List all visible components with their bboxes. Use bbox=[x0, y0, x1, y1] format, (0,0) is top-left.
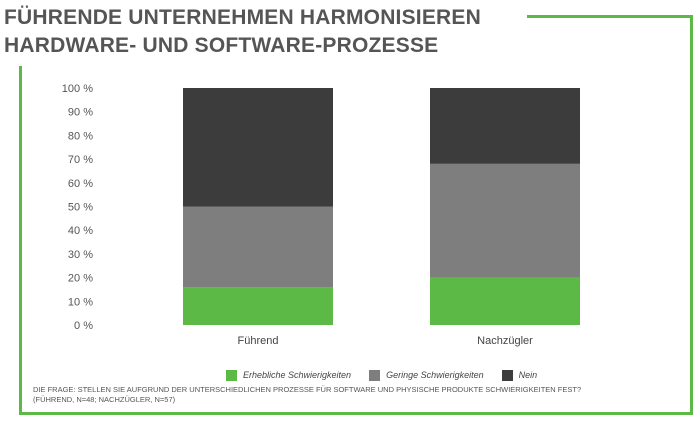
x-category-label: Führend bbox=[238, 335, 279, 347]
y-tick-label: 0 % bbox=[74, 320, 93, 332]
chart-title-line-1: FÜHRENDE UNTERNEHMEN HARMONISIEREN bbox=[4, 6, 481, 29]
legend-item-geringe: Geringe Schwierigkeiten bbox=[369, 369, 484, 381]
bar-segment bbox=[183, 206, 333, 288]
y-tick-label: 60 % bbox=[68, 178, 93, 190]
y-tick-label: 90 % bbox=[68, 107, 93, 119]
legend-label-erhebliche: Erhebliche Schwierigkeiten bbox=[243, 370, 352, 380]
bar-segment bbox=[183, 88, 333, 207]
y-tick-label: 10 % bbox=[68, 296, 93, 308]
y-tick-label: 100 % bbox=[62, 83, 93, 95]
bar-segment bbox=[430, 163, 580, 278]
legend-swatch-nein bbox=[501, 369, 513, 381]
legend-swatch-geringe bbox=[369, 369, 381, 381]
chart-legend: Erhebliche Schwierigkeiten Geringe Schwi… bbox=[226, 368, 555, 382]
frame-border-top bbox=[527, 15, 693, 18]
y-tick-label: 40 % bbox=[68, 225, 93, 237]
legend-item-nein: Nein bbox=[501, 369, 538, 381]
frame-border-right bbox=[690, 15, 693, 415]
frame-border-bottom bbox=[19, 412, 693, 415]
y-tick-label: 20 % bbox=[68, 273, 93, 285]
legend-swatch-erhebliche bbox=[226, 369, 237, 381]
legend-label-nein: Nein bbox=[518, 370, 538, 380]
chart-title-line-2: HARDWARE- UND SOFTWARE-PROZESSE bbox=[4, 34, 439, 57]
chart-title: FÜHRENDE UNTERNEHMEN HARMONISIEREN HARDW… bbox=[4, 4, 481, 60]
legend-item-erhebliche: Erhebliche Schwierigkeiten bbox=[226, 369, 352, 381]
x-category-label: Nachzügler bbox=[477, 335, 533, 347]
bar-segment bbox=[183, 287, 333, 325]
chart-footnote: DIE FRAGE: STELLEN SIE AUFGRUND DER UNTE… bbox=[33, 385, 683, 405]
y-tick-label: 50 % bbox=[68, 202, 93, 214]
footnote-question: DIE FRAGE: STELLEN SIE AUFGRUND DER UNTE… bbox=[33, 385, 582, 394]
y-tick-label: 30 % bbox=[68, 249, 93, 261]
y-tick-label: 70 % bbox=[68, 154, 93, 166]
bar-segment bbox=[430, 277, 580, 325]
y-tick-label: 80 % bbox=[68, 130, 93, 142]
legend-label-geringe: Geringe Schwierigkeiten bbox=[386, 370, 484, 380]
footnote-sample-sizes: (FÜHREND, N=48; NACHZÜGLER, N=57) bbox=[33, 395, 176, 404]
bar-segment bbox=[430, 88, 580, 164]
frame-border-left bbox=[19, 66, 22, 415]
